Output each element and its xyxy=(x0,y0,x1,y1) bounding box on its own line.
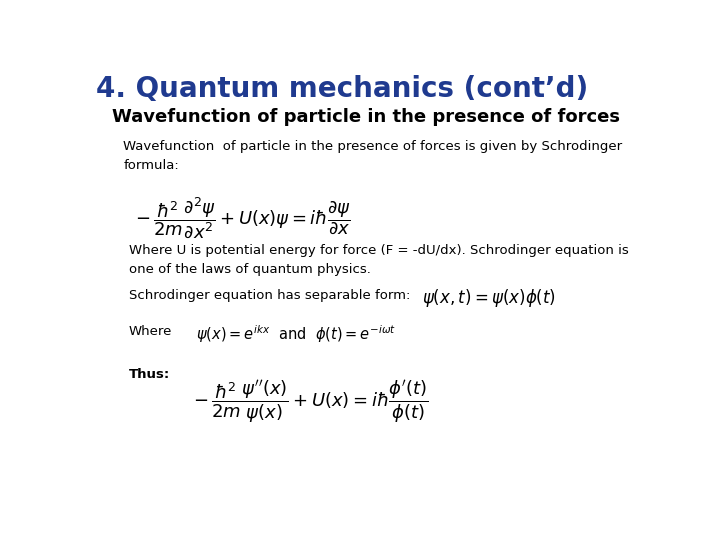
Text: 4. Quantum mechanics (cont’d): 4. Quantum mechanics (cont’d) xyxy=(96,75,588,103)
Text: Wavefunction  of particle in the presence of forces is given by Schrodinger
form: Wavefunction of particle in the presence… xyxy=(124,140,623,172)
Text: $-\,\dfrac{\hbar^2}{2m}\dfrac{\partial^2\psi}{\partial x^2}+U(x)\psi = i\hbar\df: $-\,\dfrac{\hbar^2}{2m}\dfrac{\partial^2… xyxy=(135,196,351,241)
Text: $\psi(x) = e^{ikx}\ \ \mathrm{and}\ \ \phi(t) = e^{-i\omega t}$: $\psi(x) = e^{ikx}\ \ \mathrm{and}\ \ \p… xyxy=(196,323,396,345)
Text: Wavefunction of particle in the presence of forces: Wavefunction of particle in the presence… xyxy=(112,109,621,126)
Text: Where U is potential energy for force (F = -dU/dx). Schrodinger equation is
one : Where U is potential energy for force (F… xyxy=(129,244,629,275)
Text: Schrodinger equation has separable form:: Schrodinger equation has separable form: xyxy=(129,288,410,301)
Text: Where: Where xyxy=(129,325,172,338)
Text: $\psi(x,t) = \psi(x)\phi(t)$: $\psi(x,t) = \psi(x)\phi(t)$ xyxy=(422,287,556,309)
Text: $-\,\dfrac{\hbar^2}{2m}\dfrac{\psi''(x)}{\psi(x)}+U(x) = i\hbar\dfrac{\phi'(t)}{: $-\,\dfrac{\hbar^2}{2m}\dfrac{\psi''(x)}… xyxy=(193,379,429,426)
Text: Thus:: Thus: xyxy=(129,368,171,381)
